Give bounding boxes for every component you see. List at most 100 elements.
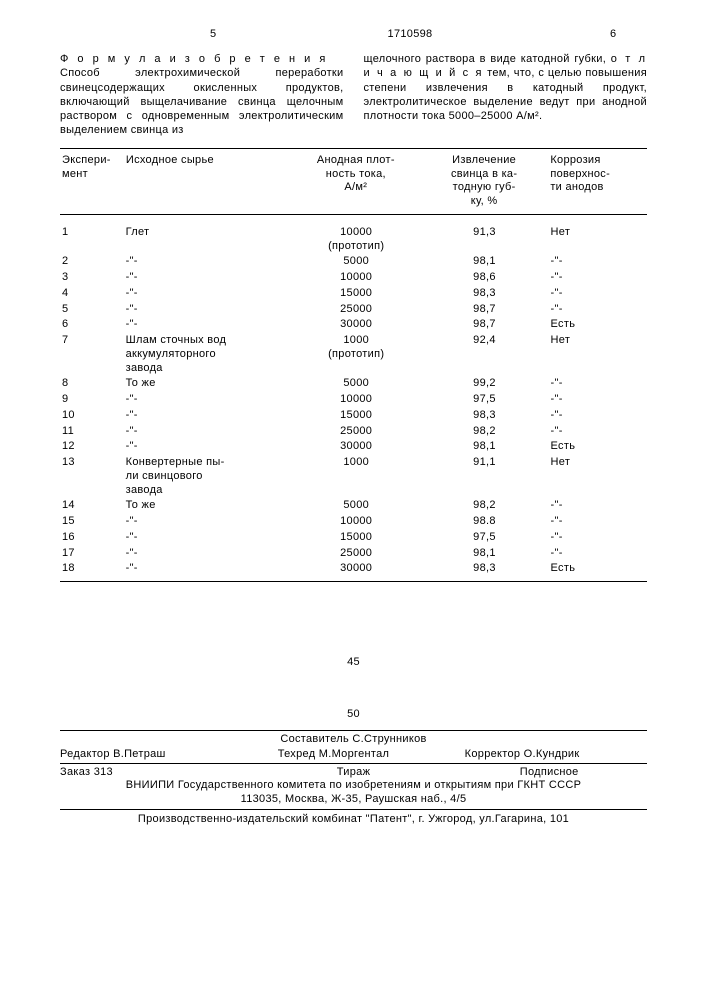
cell-density: 30000 xyxy=(292,317,420,333)
num-45: 45 xyxy=(0,656,707,668)
cell-density: 10000 xyxy=(292,514,420,530)
cell-extraction: 98,2 xyxy=(420,424,548,440)
cell-raw: -"- xyxy=(124,424,292,440)
cell-corrosion: -"- xyxy=(549,546,647,562)
data-table-wrap: Экспери-мент Исходное сырье Анодная плот… xyxy=(0,138,707,582)
cell-raw: -"- xyxy=(124,302,292,318)
table-row: 17-"-2500098,1-"- xyxy=(60,546,647,562)
cell-corrosion: Нет xyxy=(549,333,647,376)
compiler: Составитель С.Струнников xyxy=(60,733,647,745)
cell-corrosion: Нет xyxy=(549,225,647,255)
cell-raw: -"- xyxy=(124,514,292,530)
cell-extraction: 98,1 xyxy=(420,254,548,270)
order: Заказ 313 xyxy=(60,766,256,778)
cell-corrosion: -"- xyxy=(549,302,647,318)
cell-density: 30000 xyxy=(292,561,420,577)
cell-n: 14 xyxy=(60,498,124,514)
data-table: Экспери-мент Исходное сырье Анодная плот… xyxy=(60,153,647,210)
cell-density: 15000 xyxy=(292,408,420,424)
cell-corrosion: Есть xyxy=(549,317,647,333)
table-row: 15-"-1000098.8-"- xyxy=(60,514,647,530)
header: 5 1710598 6 xyxy=(0,0,707,40)
table-rule-top xyxy=(60,148,647,149)
table-row: 18-"-3000098,3Есть xyxy=(60,561,647,577)
table-row: 8То же500099,2-"- xyxy=(60,376,647,392)
cell-corrosion: -"- xyxy=(549,376,647,392)
cell-n: 8 xyxy=(60,376,124,392)
cell-density: 5000 xyxy=(292,254,420,270)
cell-density: 5000 xyxy=(292,376,420,392)
table-row: 4-"-1500098,3-"- xyxy=(60,286,647,302)
footer-rule-1 xyxy=(60,730,647,731)
table-row: 12-"-3000098,1Есть xyxy=(60,439,647,455)
cell-raw: -"- xyxy=(124,254,292,270)
table-rule-mid xyxy=(60,214,647,215)
cell-extraction: 97,5 xyxy=(420,392,548,408)
cell-raw: То же xyxy=(124,498,292,514)
cell-n: 11 xyxy=(60,424,124,440)
patent-number: 1710598 xyxy=(310,28,510,40)
cell-n: 7 xyxy=(60,333,124,376)
cell-n: 12 xyxy=(60,439,124,455)
cell-density: 25000 xyxy=(292,302,420,318)
cell-n: 10 xyxy=(60,408,124,424)
cell-n: 5 xyxy=(60,302,124,318)
cell-density: 15000 xyxy=(292,286,420,302)
cell-n: 1 xyxy=(60,225,124,255)
table-row: 5-"-2500098,7-"- xyxy=(60,302,647,318)
cell-n: 15 xyxy=(60,514,124,530)
footer-rule-3 xyxy=(60,809,647,810)
table-row: 16-"-1500097,5-"- xyxy=(60,530,647,546)
cell-extraction: 91,1 xyxy=(420,455,548,498)
cell-raw: -"- xyxy=(124,561,292,577)
table-row: 11-"-2500098,2-"- xyxy=(60,424,647,440)
data-table-body: 1Глет10000(прототип)91,3Нет2-"-500098,1-… xyxy=(60,219,647,577)
cell-raw: -"- xyxy=(124,546,292,562)
footer-rule-2 xyxy=(60,763,647,764)
cell-extraction: 98,7 xyxy=(420,302,548,318)
header-corrosion: Коррозияповерхнос-ти анодов xyxy=(548,153,647,210)
cell-raw: -"- xyxy=(124,439,292,455)
cell-raw: -"- xyxy=(124,530,292,546)
cell-corrosion: -"- xyxy=(549,514,647,530)
page-num-left: 5 xyxy=(210,28,310,40)
cell-n: 16 xyxy=(60,530,124,546)
cell-raw: То же xyxy=(124,376,292,392)
num-50: 50 xyxy=(0,708,707,720)
cell-corrosion: -"- xyxy=(549,408,647,424)
cell-n: 2 xyxy=(60,254,124,270)
cell-raw: Конвертерные пы-ли свинцовогозавода xyxy=(124,455,292,498)
cell-density: 10000 xyxy=(292,392,420,408)
cell-extraction: 92,4 xyxy=(420,333,548,376)
cell-raw: -"- xyxy=(124,286,292,302)
cell-extraction: 98,3 xyxy=(420,286,548,302)
footer: Составитель С.Струнников Редактор В.Петр… xyxy=(0,720,707,825)
cell-extraction: 98.8 xyxy=(420,514,548,530)
col2-text1: щелочного раствора в виде катодной губки… xyxy=(364,53,607,65)
cell-density: 25000 xyxy=(292,424,420,440)
tehred: Техред М.Моргентал xyxy=(242,748,424,760)
cell-density: 10000(прототип) xyxy=(292,225,420,255)
cell-corrosion: -"- xyxy=(549,498,647,514)
table-row: 14То же500098,2-"- xyxy=(60,498,647,514)
footer-order-row: Заказ 313 Тираж Подписное xyxy=(60,766,647,778)
cell-density: 10000 xyxy=(292,270,420,286)
table-row: 2-"-500098,1-"- xyxy=(60,254,647,270)
cell-corrosion: -"- xyxy=(549,424,647,440)
cell-extraction: 99,2 xyxy=(420,376,548,392)
cell-density: 5000 xyxy=(292,498,420,514)
footer-compiler-row: Составитель С.Струнников xyxy=(60,733,647,745)
cell-n: 6 xyxy=(60,317,124,333)
corrector: Корректор О.Кундрик xyxy=(425,748,647,760)
margin-numbers: 45 50 xyxy=(0,586,707,720)
header-raw: Исходное сырье xyxy=(124,153,292,210)
column-right: щелочного раствора в виде катодной губки… xyxy=(354,52,648,138)
table-row: 6-"-3000098,7Есть xyxy=(60,317,647,333)
cell-n: 13 xyxy=(60,455,124,498)
editor: Редактор В.Петраш xyxy=(60,748,242,760)
text-columns: Ф о р м у л а и з о б р е т е н и я Спос… xyxy=(0,40,707,138)
header-experiment: Экспери-мент xyxy=(60,153,124,210)
cell-extraction: 98,7 xyxy=(420,317,548,333)
cell-extraction: 98,1 xyxy=(420,546,548,562)
cell-n: 3 xyxy=(60,270,124,286)
